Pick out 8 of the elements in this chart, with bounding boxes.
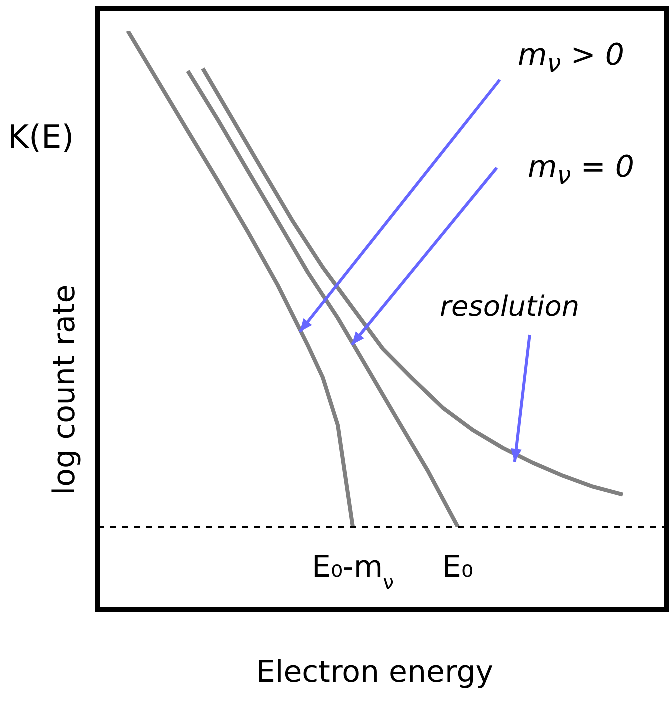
annotation: resolution bbox=[440, 290, 580, 323]
x-tick-label: E₀-m$_{ν}$ bbox=[312, 550, 394, 594]
x-tick-label: E₀ bbox=[442, 550, 474, 585]
text: K(E) bbox=[8, 118, 74, 156]
annotation: m$_{ν}$ > 0 bbox=[518, 38, 624, 78]
x-axis-title: Electron energy bbox=[256, 655, 494, 690]
annotation: m$_{ν}$ = 0 bbox=[528, 150, 634, 190]
y-axis-title: log count rate bbox=[48, 284, 82, 496]
